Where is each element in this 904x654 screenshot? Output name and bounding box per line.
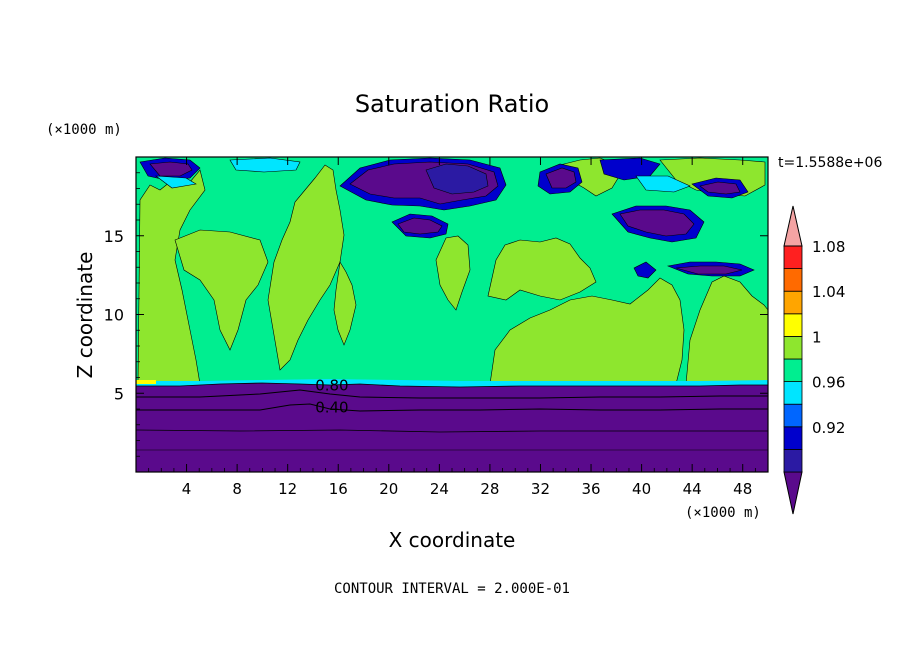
x-tick-label: 24 — [430, 480, 449, 498]
colorbar-swatch — [783, 245, 803, 270]
column-region — [333, 261, 357, 346]
colorbar-label: 1.04 — [812, 283, 845, 301]
colorbar-label: 1.08 — [812, 238, 845, 256]
lower-dry-layer — [135, 379, 769, 473]
contour-label: 0.40 — [315, 398, 348, 416]
colorbar-swatch — [783, 313, 803, 337]
time-label: t=1.5588e+06 — [778, 155, 882, 171]
x-tick-label: 4 — [182, 480, 192, 498]
x-tick-label: 36 — [581, 480, 600, 498]
colorbar-swatch — [783, 290, 803, 315]
column-region — [435, 235, 471, 311]
x-tick-label: 12 — [278, 480, 297, 498]
y-tick-label: 5 — [114, 384, 124, 403]
colorbar-label: 0.92 — [812, 419, 845, 437]
upper-dry-patches — [139, 157, 755, 279]
contour-interval-footer: CONTOUR INTERVAL = 2.000E-01 — [334, 581, 570, 597]
x-tick-label: 44 — [683, 480, 702, 498]
x-tick-label: 16 — [329, 480, 348, 498]
y-tick-label: 10 — [104, 306, 124, 325]
colorbar-swatch — [783, 358, 803, 383]
colorbar-label: 1 — [812, 328, 822, 346]
y-tick-label: 15 — [104, 227, 124, 246]
column-region — [137, 169, 206, 385]
y-unit-label: (×1000 m) — [46, 122, 122, 138]
x-tick-label: 40 — [632, 480, 651, 498]
x-tick-label: 20 — [379, 480, 398, 498]
column-region — [267, 164, 345, 371]
x-unit-label: (×1000 m) — [685, 505, 761, 521]
x-tick-label: 8 — [232, 480, 242, 498]
colorbar-swatch — [783, 448, 803, 473]
y-axis-title: Z coordinate — [73, 252, 97, 379]
colorbar-lower-arrow — [783, 471, 803, 515]
x-tick-label: 48 — [733, 480, 752, 498]
colorbar-swatch — [783, 403, 803, 428]
contour-label: 0.80 — [315, 376, 348, 394]
colorbar-swatch — [783, 335, 803, 360]
colorbar-swatch — [783, 268, 803, 292]
column-region — [489, 277, 685, 385]
column-region — [487, 237, 597, 301]
x-tick-label: 32 — [531, 480, 550, 498]
colorbar-swatch — [783, 426, 803, 450]
chart-title: Saturation Ratio — [355, 90, 549, 118]
column-region — [174, 229, 269, 351]
colorbar-upper-arrow — [783, 205, 803, 247]
colorbar: 0.92 0.96 1 1.04 1.08 — [783, 205, 845, 515]
colorbar-swatch — [783, 381, 803, 405]
x-axis-title: X coordinate — [389, 528, 516, 552]
plot-area — [135, 157, 769, 473]
colorbar-label: 0.96 — [812, 374, 845, 392]
x-tick-label: 28 — [480, 480, 499, 498]
